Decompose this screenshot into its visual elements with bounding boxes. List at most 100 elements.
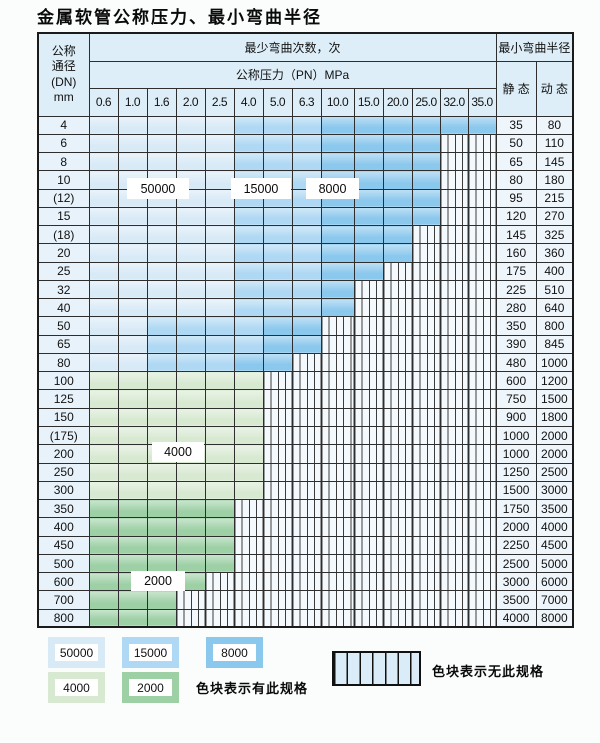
no-spec-cell [382,444,413,464]
no-spec-cell [467,188,497,208]
no-spec-cell [262,462,293,482]
dn-cell: 250 [37,462,90,482]
dn-cell: 32 [37,279,90,300]
no-spec-cell [382,590,413,610]
spec-cell [146,298,177,318]
spec-cell [291,133,322,154]
table-row: 700 3500 7000 [37,590,574,610]
spec-cell [146,499,177,519]
no-spec-cell [411,371,441,391]
no-spec-cell [262,517,293,537]
no-spec-cell [262,444,293,464]
page-title: 金属软管公称压力、最小弯曲半径 [37,8,322,28]
no-spec-cell [439,316,469,336]
no-spec-cell [411,480,441,501]
spec-cell [146,243,177,263]
spec-cell [175,426,206,446]
dynamic-radius-cell: 800 [535,316,574,336]
spec-cell [88,389,119,409]
spec-cell [175,225,206,245]
no-spec-cell [353,334,384,354]
no-spec-cell [291,371,322,391]
spec-cell [411,188,441,208]
no-spec-cell [353,407,384,428]
no-spec-cell [439,462,469,482]
legend-swatch-4000: 4000 [48,672,105,703]
table-row: 350 1750 3500 [37,499,574,519]
spec-cell [353,206,384,227]
no-spec-cell [233,553,264,574]
no-spec-cell [320,499,355,519]
spec-cell [204,298,235,318]
dn-cell: 700 [37,590,90,610]
table-row: 15 120 270 [37,206,574,227]
spec-cell [204,426,235,446]
table-row: 600 3000 6000 [37,572,574,592]
spec-cell [88,517,119,537]
dynamic-radius-cell: 3000 [535,480,574,501]
spec-cell [88,499,119,519]
no-spec-cell [411,261,441,281]
spec-cell [146,225,177,245]
no-spec-cell [382,517,413,537]
static-radius-cell: 65 [495,152,537,172]
spec-cell [204,462,235,482]
spec-cell [204,279,235,300]
dynamic-radius-cell: 3500 [535,499,574,519]
no-spec-cell [262,389,293,409]
static-radius-cell: 225 [495,279,537,300]
spec-cell [117,608,148,628]
table-row: 32 225 510 [37,279,574,300]
spec-cell [88,152,119,172]
no-spec-cell [353,371,384,391]
no-spec-cell [411,407,441,428]
spec-cell [175,389,206,409]
spec-cell [117,407,148,428]
pressure-header-cell: 5.0 [262,87,293,117]
no-spec-cell [291,499,322,519]
spec-cell [291,279,322,300]
no-spec-cell [411,499,441,519]
no-spec-cell [382,261,413,281]
no-spec-cell [439,608,469,628]
legend-has-spec-text: 色块表示有此规格 [196,681,309,696]
spec-cell [117,462,148,482]
no-spec-cell [382,334,413,354]
spec-cell [353,152,384,172]
spec-cell [204,553,235,574]
dn-cell: 40 [37,298,90,318]
no-spec-cell [353,389,384,409]
pressure-header-cell: 25.0 [411,87,441,117]
dn-cell: (12) [37,188,90,208]
no-spec-cell [467,371,497,391]
pressure-header-cell: 2.5 [204,87,235,117]
no-spec-cell [320,590,355,610]
dynamic-radius-cell: 2000 [535,426,574,446]
spec-cell [262,334,293,354]
table-row: 150 900 1800 [37,407,574,428]
spec-cell [204,316,235,336]
header-row-1: 公称 通径 (DN) mm 最少弯曲次数，次 最小弯曲半径 [37,32,574,117]
spec-cell [262,279,293,300]
legend-swatch-50000: 50000 [48,637,105,668]
spec-cell [88,261,119,281]
static-radius-cell: 1500 [495,480,537,501]
spec-cell [88,462,119,482]
pressure-row: 0.6 1.0 1.6 2.0 2.5 4.0 5.0 6.3 10.0 15.0 20.0 25.0… [38,87,573,117]
dn-header-line: mm [53,90,74,105]
spec-cell [204,261,235,281]
no-spec-cell [439,261,469,281]
table-row: 25 175 400 [37,261,574,281]
spec-cell [175,334,206,354]
table-row: 40 280 640 [37,298,574,318]
no-spec-cell [291,572,322,592]
spec-cell [117,535,148,555]
spec-cell [204,334,235,354]
dn-cell: 20 [37,243,90,263]
spec-cell [382,170,413,190]
no-spec-cell [291,407,322,428]
no-spec-cell [467,225,497,245]
no-spec-cell [382,279,413,300]
dn-cell: 300 [37,480,90,501]
